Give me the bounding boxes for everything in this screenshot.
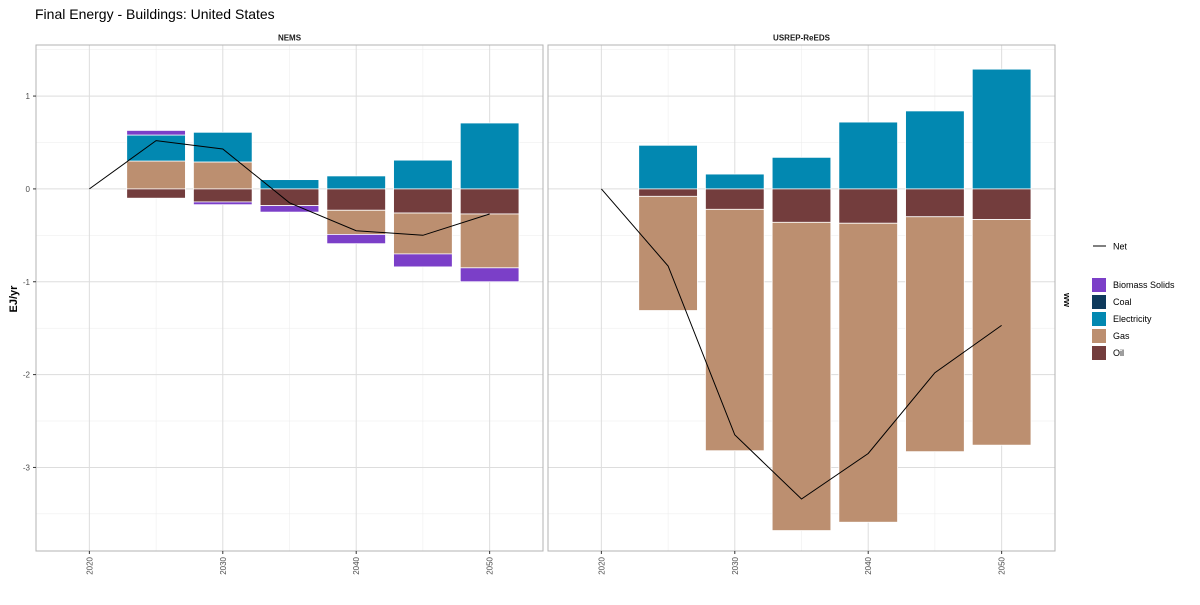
bar-segment-electricity (327, 176, 386, 189)
bar-segment-gas (772, 222, 831, 530)
bar-segment-electricity (260, 180, 319, 189)
chart-title: Final Energy - Buildings: United States (35, 6, 275, 22)
bar-segment-gas (972, 220, 1031, 446)
legend-key-biomass-solids (1092, 278, 1106, 292)
y-tick-label: 0 (26, 185, 31, 194)
panel-strip-label: NEMS (278, 34, 302, 43)
bar-segment-electricity (460, 123, 519, 189)
x-tick-label: 2040 (864, 556, 873, 574)
x-tick-label: 2020 (597, 556, 606, 574)
legend-label-biomass-solids: Biomass Solids (1113, 280, 1175, 290)
bar-segment-electricity (394, 160, 453, 189)
x-tick-label: 2040 (352, 556, 361, 574)
bar-segment-oil (460, 189, 519, 214)
bar-segment-oil (127, 189, 186, 198)
legend-label-oil: Oil (1113, 348, 1124, 358)
legend-label-net: Net (1113, 242, 1128, 252)
legend: Net Biomass Solids Coal Electricity Gas Oil (1092, 242, 1175, 361)
bar-segment-gas (127, 161, 186, 189)
legend-key-electricity (1092, 312, 1106, 326)
right-axis-label: ww (1062, 292, 1072, 308)
y-tick-label: -3 (23, 463, 31, 472)
bar-segment-gas (839, 223, 898, 522)
bar-segment-biomass-solids (327, 234, 386, 243)
bar-segment-oil (906, 189, 965, 217)
y-axis-title: EJ/yr (8, 285, 20, 313)
bar-segment-oil (193, 189, 252, 202)
y-tick-label: -1 (23, 278, 31, 287)
legend-key-coal (1092, 295, 1106, 309)
bar-segment-electricity (193, 132, 252, 162)
bar-segment-electricity (127, 135, 186, 161)
bar-segment-electricity (906, 111, 965, 189)
bar-segment-oil (394, 189, 453, 213)
bar-segment-oil (705, 189, 764, 209)
y-tick-label: 1 (26, 92, 31, 101)
legend-label-coal: Coal (1113, 297, 1132, 307)
x-tick-label: 2030 (731, 556, 740, 574)
bar-segment-gas (639, 196, 698, 310)
panel-usrep-reeds: USREP-ReEDS 2020 2030 2040 2050 (548, 30, 1055, 575)
bar-segment-oil (327, 189, 386, 210)
legend-key-gas (1092, 329, 1106, 343)
bar-segment-oil (972, 189, 1031, 220)
legend-key-oil (1092, 346, 1106, 360)
legend-label-electricity: Electricity (1113, 314, 1152, 324)
bar-segment-oil (772, 189, 831, 222)
bar-segment-gas (705, 209, 764, 450)
bar-segment-electricity (705, 174, 764, 189)
bar-segment-biomass-solids (127, 130, 186, 135)
bar-segment-biomass-solids (394, 254, 453, 267)
y-tick-label: -2 (23, 371, 31, 380)
bar-segment-electricity (839, 122, 898, 189)
panel-nems: NEMS 2020 2030 2040 2050 -3 -2 -1 0 1 (23, 30, 543, 575)
bar-segment-oil (639, 189, 698, 196)
bar-segment-electricity (972, 69, 1031, 189)
bar-segment-electricity (639, 145, 698, 189)
bar-segment-gas (460, 214, 519, 268)
x-tick-label: 2030 (219, 556, 228, 574)
bar-segment-biomass-solids (193, 202, 252, 205)
x-tick-label: 2050 (998, 556, 1007, 574)
bar-segment-biomass-solids (460, 268, 519, 282)
bar-segment-gas (906, 217, 965, 452)
panel-strip-label: USREP-ReEDS (773, 34, 831, 43)
bar-segment-oil (839, 189, 898, 223)
x-tick-label: 2020 (85, 556, 94, 574)
legend-label-gas: Gas (1113, 331, 1130, 341)
bar-segment-electricity (772, 157, 831, 189)
x-tick-label: 2050 (486, 556, 495, 574)
